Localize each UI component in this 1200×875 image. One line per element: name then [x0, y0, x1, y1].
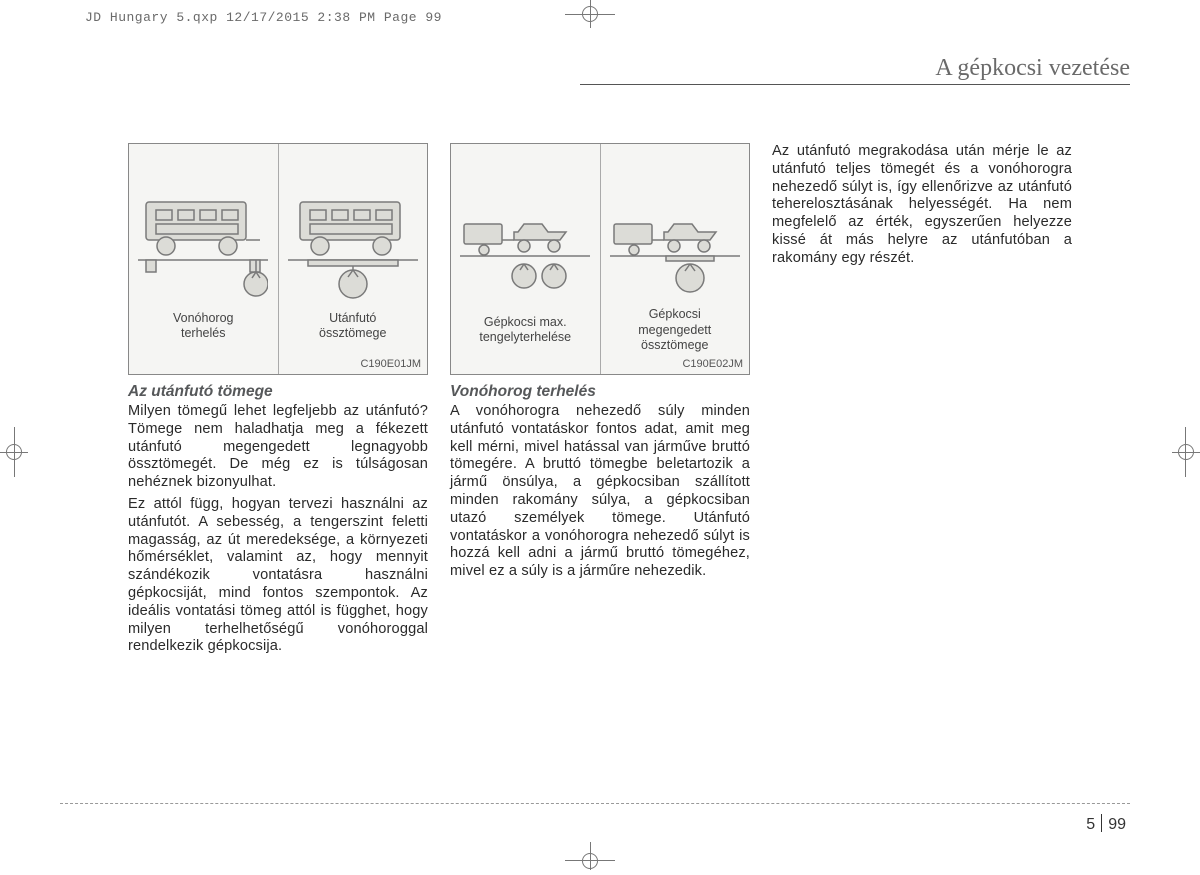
axle-load-diagram — [460, 202, 590, 302]
fig2-right-label-2: megengedett — [638, 323, 711, 337]
column-2: Gépkocsi max. tengelyterhelése — [450, 143, 750, 660]
figure-trailer-weight: Vonóhorog terhelés — [128, 143, 428, 375]
col3-para1: Az utánfutó megrakodása után mérje le az… — [772, 143, 1072, 268]
chapter-number: 5 — [1086, 816, 1095, 833]
fig2-right-label-3: össztömege — [641, 338, 708, 352]
column-3: Az utánfutó megrakodása után mérje le az… — [772, 143, 1072, 660]
fig2-left-label-2: tengelyterhelése — [479, 330, 571, 344]
trailer-tongue-diagram — [138, 192, 268, 302]
crop-mark-top — [590, 0, 591, 33]
page-number: 5 99 — [1086, 814, 1126, 834]
footer-divider — [60, 803, 1130, 804]
page-num: 99 — [1108, 816, 1126, 833]
fig2-right-label-1: Gépkocsi — [649, 307, 701, 321]
fig1-left-label-2: terhelés — [181, 326, 225, 340]
col1-heading: Az utánfutó tömege — [128, 383, 428, 401]
fig1-right-label-2: össztömege — [319, 326, 386, 340]
fig1-left-label-1: Vonóhorog — [173, 311, 233, 325]
crop-mark-left — [0, 452, 28, 453]
fig2-left-label-1: Gépkocsi max. — [484, 315, 567, 329]
gvw-diagram — [610, 202, 740, 302]
section-title: A gépkocsi vezetése — [935, 55, 1130, 81]
col2-heading: Vonóhorog terhelés — [450, 383, 750, 401]
section-header: A gépkocsi vezetése — [580, 55, 1130, 85]
crop-mark-bottom — [590, 842, 591, 875]
col2-para1: A vonóhorogra nehezedő súly minden utánf… — [450, 403, 750, 581]
col1-para2: Ez attól függ, hogyan tervezi használni … — [128, 496, 428, 656]
figure1-code: C190E01JM — [360, 358, 421, 370]
crop-mark-right — [1172, 452, 1200, 453]
col1-para1: Milyen tömegű lehet legfeljebb az utánfu… — [128, 403, 428, 492]
page-body: A gépkocsi vezetése — [60, 55, 1140, 840]
column-1: Vonóhorog terhelés — [128, 143, 428, 660]
content-columns: Vonóhorog terhelés — [60, 143, 1140, 660]
trailer-total-diagram — [288, 192, 418, 302]
figure2-code: C190E02JM — [682, 358, 743, 370]
print-header: JD Hungary 5.qxp 12/17/2015 2:38 PM Page… — [85, 10, 442, 25]
fig1-right-label-1: Utánfutó — [329, 311, 376, 325]
figure-vehicle-load: Gépkocsi max. tengelyterhelése — [450, 143, 750, 375]
